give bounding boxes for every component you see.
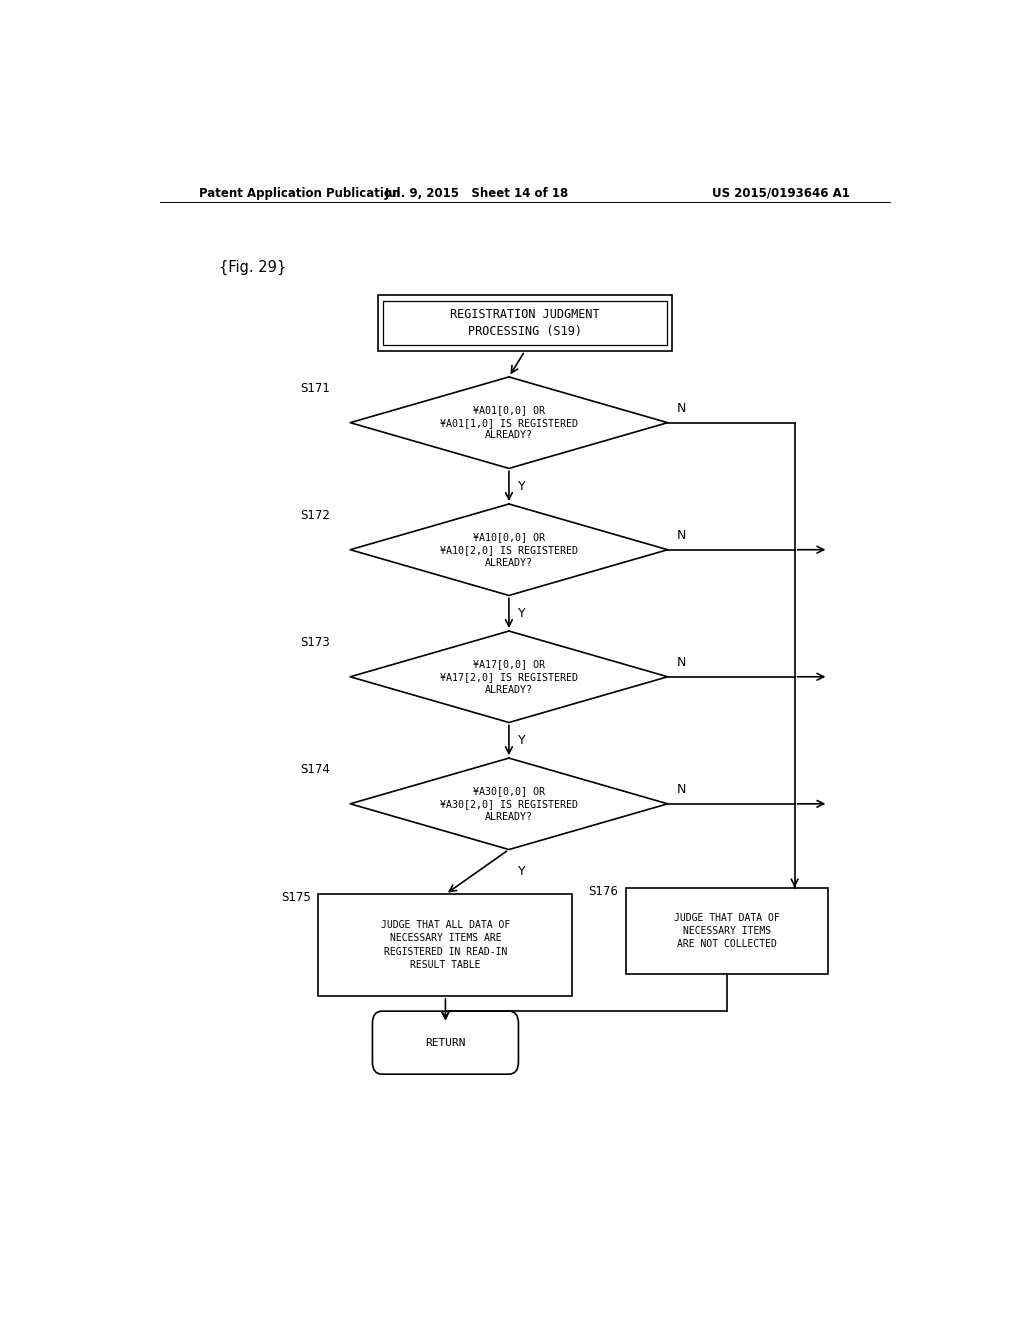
Bar <box>318 894 572 995</box>
Text: US 2015/0193646 A1: US 2015/0193646 A1 <box>713 187 850 199</box>
Text: ¥A10[0,0] OR
¥A10[2,0] IS REGISTERED
ALREADY?: ¥A10[0,0] OR ¥A10[2,0] IS REGISTERED ALR… <box>440 532 578 568</box>
Polygon shape <box>350 378 668 469</box>
Text: JUDGE THAT DATA OF
NECESSARY ITEMS
ARE NOT COLLECTED: JUDGE THAT DATA OF NECESSARY ITEMS ARE N… <box>674 912 780 949</box>
Text: S172: S172 <box>300 510 331 521</box>
Text: N: N <box>677 528 686 541</box>
Polygon shape <box>350 504 668 595</box>
Text: S173: S173 <box>301 636 331 649</box>
Text: {Fig. 29}: {Fig. 29} <box>219 260 287 276</box>
FancyBboxPatch shape <box>373 1011 518 1074</box>
Polygon shape <box>350 758 668 850</box>
Bar <box>378 296 672 351</box>
Text: S176: S176 <box>588 884 618 898</box>
Text: N: N <box>677 783 686 796</box>
Text: ¥A17[0,0] OR
¥A17[2,0] IS REGISTERED
ALREADY?: ¥A17[0,0] OR ¥A17[2,0] IS REGISTERED ALR… <box>440 659 578 694</box>
Polygon shape <box>350 631 668 722</box>
Bar <box>626 887 828 974</box>
Text: ¥A30[0,0] OR
¥A30[2,0] IS REGISTERED
ALREADY?: ¥A30[0,0] OR ¥A30[2,0] IS REGISTERED ALR… <box>440 785 578 821</box>
Text: ¥A01[0,0] OR
¥A01[1,0] IS REGISTERED
ALREADY?: ¥A01[0,0] OR ¥A01[1,0] IS REGISTERED ALR… <box>440 405 578 441</box>
Text: S174: S174 <box>300 763 331 776</box>
Text: Y: Y <box>518 866 526 878</box>
Text: JUDGE THAT ALL DATA OF
NECESSARY ITEMS ARE
REGISTERED IN READ-IN
RESULT TABLE: JUDGE THAT ALL DATA OF NECESSARY ITEMS A… <box>381 920 510 970</box>
Text: Jul. 9, 2015   Sheet 14 of 18: Jul. 9, 2015 Sheet 14 of 18 <box>385 187 569 199</box>
Text: Y: Y <box>518 607 526 619</box>
Text: RETURN: RETURN <box>425 1038 466 1048</box>
Bar <box>383 301 667 345</box>
Text: N: N <box>677 401 686 414</box>
Text: S175: S175 <box>281 891 310 904</box>
Text: Patent Application Publication: Patent Application Publication <box>200 187 400 199</box>
Text: Y: Y <box>518 479 526 492</box>
Text: Y: Y <box>518 734 526 747</box>
Text: REGISTRATION JUDGMENT
PROCESSING (S19): REGISTRATION JUDGMENT PROCESSING (S19) <box>450 308 600 338</box>
Text: S171: S171 <box>300 381 331 395</box>
Text: N: N <box>677 656 686 669</box>
